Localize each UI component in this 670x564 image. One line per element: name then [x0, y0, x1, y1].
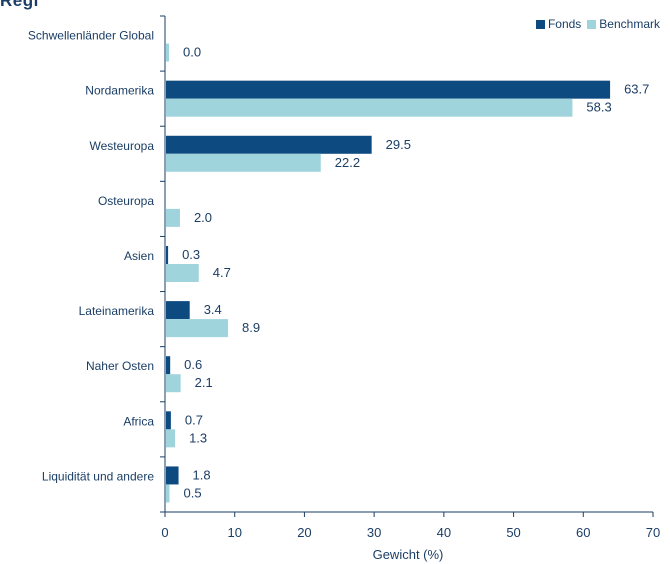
data-label-fonds: 29.5: [386, 137, 411, 152]
category-label: Africa: [123, 414, 154, 428]
bar-benchmark: [166, 43, 169, 62]
legend-label-fonds: Fonds: [547, 17, 582, 31]
category-label: Asien: [124, 249, 154, 263]
data-label-benchmark: 1.3: [189, 430, 207, 445]
data-label-benchmark: 4.7: [213, 265, 231, 280]
bar-fonds: [166, 356, 171, 375]
category-label: Liquidität und andere: [42, 469, 154, 483]
bar-fonds: [166, 80, 611, 99]
x-tick-label: 70: [646, 525, 660, 540]
data-label-benchmark: 2.1: [195, 375, 213, 390]
legend-swatch-benchmark: [587, 19, 597, 29]
category-label: Nordamerika: [85, 84, 154, 98]
data-label-fonds: 0.7: [185, 412, 203, 427]
category-label: Lateinamerika: [79, 304, 155, 318]
x-tick-label: 60: [576, 525, 590, 540]
data-label-fonds: 3.4: [204, 302, 222, 317]
bar-fonds: [166, 301, 190, 320]
data-label-benchmark: 0.5: [183, 485, 201, 500]
chart-title: Regi: [0, 0, 39, 10]
data-label-benchmark: 2.0: [194, 210, 212, 225]
data-label-fonds: 63.7: [624, 82, 649, 97]
category-label: Westeuropa: [90, 139, 155, 153]
x-tick-label: 40: [437, 525, 451, 540]
bar-benchmark: [166, 153, 321, 172]
data-label-fonds: 0.3: [182, 247, 200, 262]
x-tick-label: 0: [161, 525, 168, 540]
legend-label-benchmark: Benchmark: [599, 17, 660, 31]
data-label-fonds: 0.6: [184, 357, 202, 372]
data-label-benchmark: 8.9: [242, 320, 260, 335]
bar-fonds: [166, 466, 179, 485]
bar-benchmark: [166, 319, 229, 338]
category-label: Osteuropa: [98, 194, 154, 208]
data-label-benchmark: 58.3: [586, 100, 611, 115]
data-label-benchmark: 22.2: [335, 155, 360, 170]
data-label-fonds: 1.8: [193, 467, 211, 482]
legend-item-fonds: Fonds: [535, 17, 582, 31]
bar-benchmark: [166, 484, 170, 503]
bar-benchmark: [166, 98, 573, 117]
category-label: Schwellenländer Global: [28, 29, 154, 43]
x-axis-title: Gewicht (%): [373, 547, 444, 562]
x-tick-label: 50: [506, 525, 520, 540]
bar-fonds: [166, 135, 372, 154]
x-tick-label: 20: [297, 525, 311, 540]
x-tick-label: 10: [227, 525, 241, 540]
data-label-benchmark: 0.0: [183, 45, 201, 60]
legend-item-benchmark: Benchmark: [587, 17, 660, 31]
bar-fonds: [166, 411, 171, 430]
legend: Fonds Benchmark: [530, 17, 660, 31]
bar-benchmark: [166, 429, 176, 448]
bar-benchmark: [166, 208, 180, 227]
legend-swatch-fonds: [535, 19, 545, 29]
category-label: Naher Osten: [86, 359, 154, 373]
bar-benchmark: [166, 264, 199, 282]
x-tick-label: 30: [367, 525, 381, 540]
bar-benchmark: [166, 374, 181, 393]
bar-fonds: [166, 246, 169, 264]
